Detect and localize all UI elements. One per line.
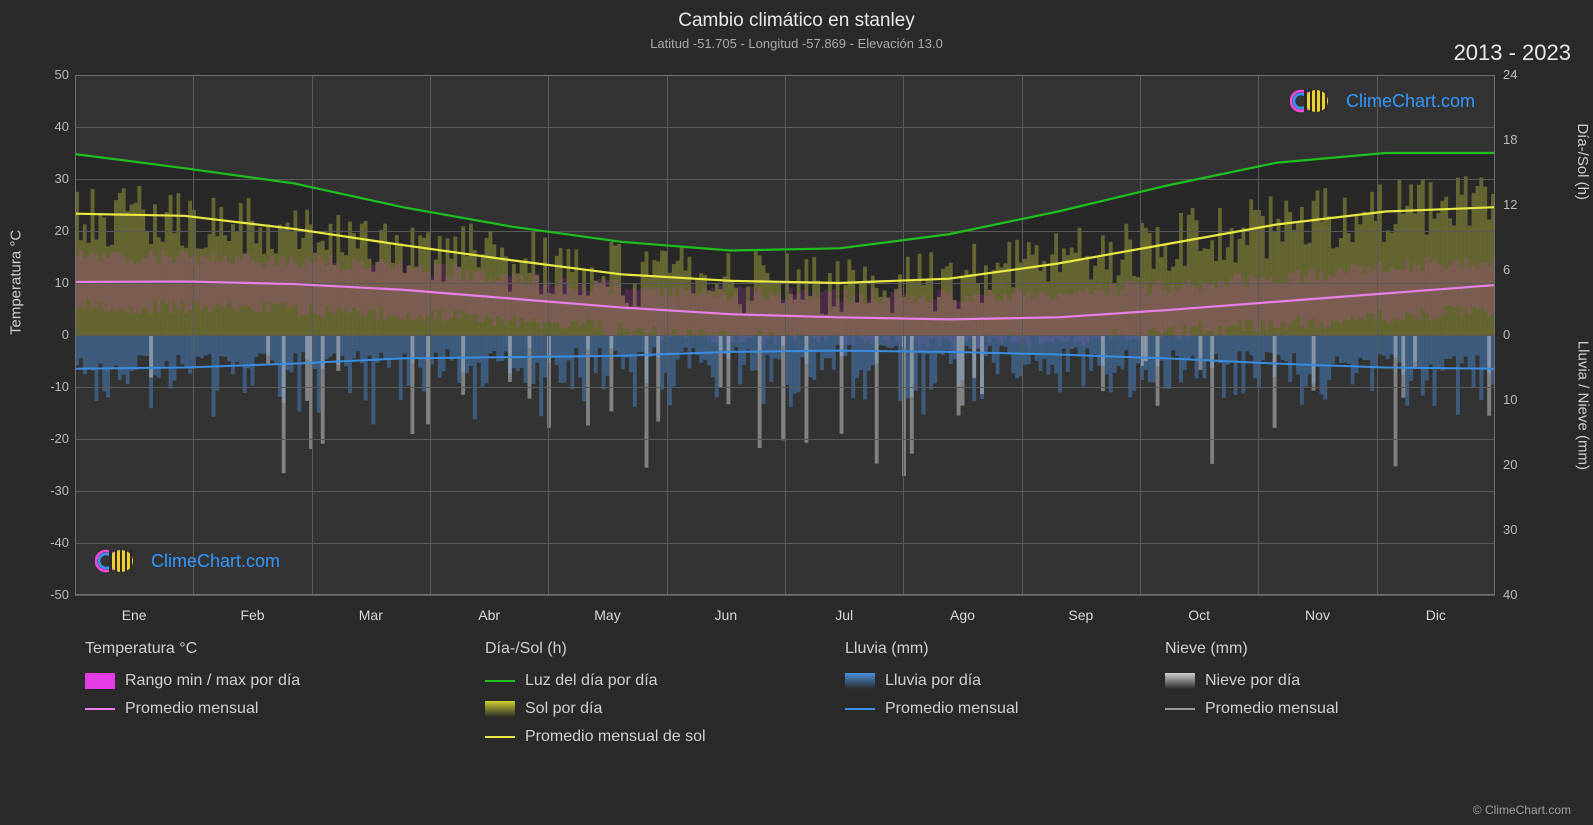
legend-sun-avg-label: Promedio mensual de sol [525, 728, 706, 746]
logo-bottom: ClimeChart.com [95, 547, 280, 575]
y-tick-right-hours: 12 [1503, 197, 1517, 212]
chart-title: Cambio climático en stanley [0, 10, 1593, 32]
legend-temp-avg: Promedio mensual [85, 700, 445, 718]
swatch-temp-avg [85, 708, 115, 710]
legend-daylight: Luz del día por día [485, 672, 805, 690]
legend-temp: Temperatura °C Rango min / max por día P… [85, 640, 445, 746]
y-tick-left: -40 [50, 535, 69, 550]
swatch-sun-avg [485, 736, 515, 738]
legend: Temperatura °C Rango min / max por día P… [85, 640, 1563, 746]
legend-rain-avg-label: Promedio mensual [885, 700, 1018, 718]
y-tick-right-hours: 24 [1503, 67, 1517, 82]
swatch-snow [1165, 673, 1195, 689]
swatch-snow-avg [1165, 708, 1195, 710]
plot-area: ClimeChart.com ClimeChart.com [75, 75, 1495, 595]
month-label: Dic [1416, 607, 1456, 623]
legend-snow-header: Nieve (mm) [1165, 640, 1445, 658]
lines-layer [75, 75, 1495, 595]
legend-snow-daily: Nieve por día [1165, 672, 1445, 690]
legend-daylight-label: Luz del día por día [525, 672, 658, 690]
swatch-rain [845, 673, 875, 689]
legend-snow: Nieve (mm) Nieve por día Promedio mensua… [1165, 640, 1445, 746]
legend-rain-daily-label: Lluvia por día [885, 672, 981, 690]
y-tick-right-hours: 0 [1503, 327, 1510, 342]
logo-text: ClimeChart.com [151, 551, 280, 572]
legend-daysol: Día-/Sol (h) Luz del día por día Sol por… [485, 640, 805, 746]
legend-temp-avg-label: Promedio mensual [125, 700, 258, 718]
legend-snow-avg: Promedio mensual [1165, 700, 1445, 718]
legend-sun-avg: Promedio mensual de sol [485, 728, 805, 746]
y-tick-right-mm: 30 [1503, 522, 1517, 537]
swatch-rain-avg [845, 708, 875, 710]
month-label: May [588, 607, 628, 623]
swatch-temp-range [85, 673, 115, 689]
month-label: Mar [351, 607, 391, 623]
month-label: Jul [824, 607, 864, 623]
logo-text: ClimeChart.com [1346, 91, 1475, 112]
legend-snow-avg-label: Promedio mensual [1205, 700, 1338, 718]
swatch-sun [485, 701, 515, 717]
legend-temp-range: Rango min / max por día [85, 672, 445, 690]
y-tick-left: -20 [50, 431, 69, 446]
month-label: Sep [1061, 607, 1101, 623]
month-label: Ene [114, 607, 154, 623]
y-tick-right-mm: 10 [1503, 392, 1517, 407]
copyright: © ClimeChart.com [1473, 803, 1571, 817]
y-axis-right-top-label: Día-/Sol (h) [1575, 123, 1592, 200]
month-label: Nov [1298, 607, 1338, 623]
legend-rain: Lluvia (mm) Lluvia por día Promedio mens… [845, 640, 1125, 746]
y-tick-left: -10 [50, 379, 69, 394]
y-tick-right-hours: 18 [1503, 132, 1517, 147]
chart-container: Cambio climático en stanley Latitud -51.… [0, 0, 1593, 825]
y-tick-left: -50 [50, 587, 69, 602]
y-tick-right-mm: 40 [1503, 587, 1517, 602]
y-axis-right-bottom-label: Lluvia / Nieve (mm) [1575, 341, 1592, 470]
legend-snow-daily-label: Nieve por día [1205, 672, 1300, 690]
y-tick-left: 10 [55, 275, 69, 290]
period-label: 2013 - 2023 [1454, 40, 1571, 66]
logo-top: ClimeChart.com [1290, 87, 1475, 115]
legend-sun: Sol por día [485, 700, 805, 718]
legend-temp-header: Temperatura °C [85, 640, 445, 658]
legend-daysol-header: Día-/Sol (h) [485, 640, 805, 658]
legend-temp-range-label: Rango min / max por día [125, 672, 300, 690]
y-axis-left-label: Temperatura °C [8, 230, 25, 335]
month-label: Jun [706, 607, 746, 623]
month-label: Ago [943, 607, 983, 623]
y-tick-left: 0 [62, 327, 69, 342]
gridline-h [75, 595, 1495, 596]
y-tick-right-mm: 20 [1503, 457, 1517, 472]
logo-icon [1290, 87, 1340, 115]
month-label: Oct [1179, 607, 1219, 623]
legend-sun-label: Sol por día [525, 700, 602, 718]
y-tick-left: 20 [55, 223, 69, 238]
logo-icon [95, 547, 145, 575]
chart-subtitle: Latitud -51.705 - Longitud -57.869 - Ele… [0, 36, 1593, 51]
legend-rain-header: Lluvia (mm) [845, 640, 1125, 658]
legend-rain-daily: Lluvia por día [845, 672, 1125, 690]
month-label: Abr [469, 607, 509, 623]
y-tick-left: -30 [50, 483, 69, 498]
y-tick-left: 40 [55, 119, 69, 134]
y-tick-right-hours: 6 [1503, 262, 1510, 277]
legend-rain-avg: Promedio mensual [845, 700, 1125, 718]
swatch-daylight [485, 680, 515, 682]
y-tick-left: 50 [55, 67, 69, 82]
y-tick-left: 30 [55, 171, 69, 186]
month-label: Feb [233, 607, 273, 623]
